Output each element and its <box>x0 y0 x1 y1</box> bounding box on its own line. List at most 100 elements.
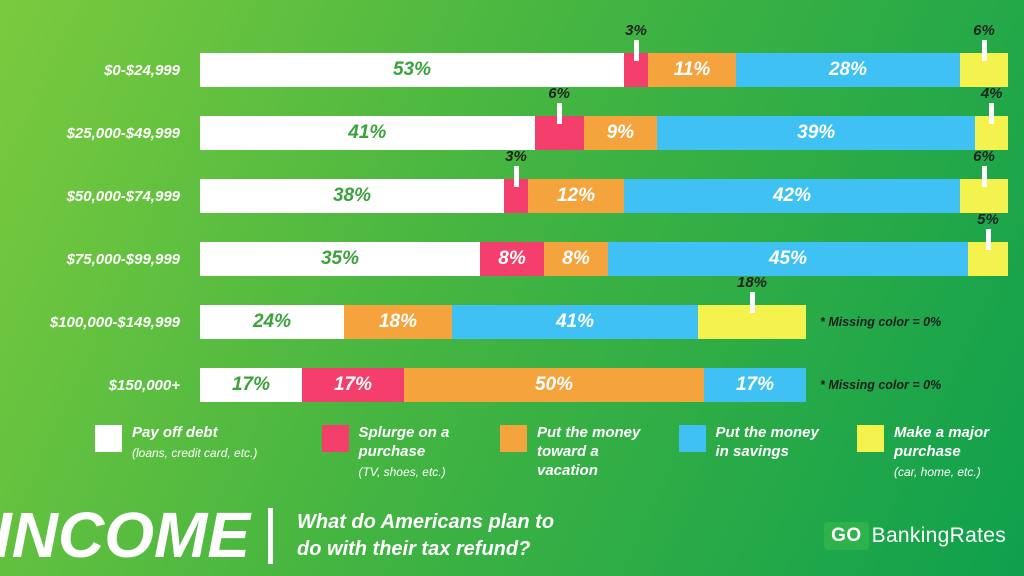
gobankingrates-logo: GO BankingRates <box>824 522 1006 550</box>
category-label: $150,000+ <box>108 376 180 394</box>
bar-row: $75,000-$99,999 35% 8% 8% 45% 5% <box>0 211 1024 276</box>
callout-tick <box>556 103 562 124</box>
segment-value-label: 41% <box>348 122 387 143</box>
legend-swatch <box>678 425 706 452</box>
bar-area: 35% 8% 8% 45% 5% <box>200 211 1024 276</box>
segment-value-label: 3% <box>505 148 527 165</box>
callout-tick <box>985 229 991 250</box>
callout-tick <box>633 40 639 61</box>
segment-value-label: 17% <box>333 374 373 395</box>
logo-go-badge: GO <box>824 522 869 550</box>
legend: Pay off debt (loans, credit card, etc.) Sp… <box>95 424 998 480</box>
segment-value-label: 41% <box>555 311 595 332</box>
bar-segment-vacation: 50% <box>404 368 704 402</box>
missing-color-note: * Missing color = 0% <box>820 378 942 392</box>
bar-row: $0-$24,999 53% 3% 11% 28% 6% <box>0 22 1024 87</box>
segment-value-label: 5% <box>977 211 999 228</box>
question-line-2: do with their tax refund? <box>297 538 531 560</box>
segment-value-label: 35% <box>320 248 360 269</box>
tax-refund-chart: $0-$24,999 53% 3% 11% 28% 6% $25,000-$49,999 41… <box>0 22 1024 402</box>
segment-value-label: 6% <box>973 22 995 39</box>
legend-text: Splurge on a purchase (TV, shoes, etc.) <box>359 424 463 480</box>
stacked-bar: 38% 3% 12% 42% 6% <box>200 148 1008 213</box>
bar-segment-splurge: 8% <box>480 242 544 276</box>
bar-segment-savings: 45% <box>608 242 968 276</box>
chart-rows: $0-$24,999 53% 3% 11% 28% 6% $25,000-$49,999 41… <box>0 22 1024 402</box>
category-label: $100,000-$149,999 <box>49 313 180 331</box>
segment-value-label: 6% <box>973 148 995 165</box>
legend-title: Put the money toward a vacation <box>537 424 641 479</box>
segment-value-label: 38% <box>332 185 372 206</box>
callout-tick <box>749 292 755 313</box>
bar-row: $50,000-$74,999 38% 3% 12% 42% 6% <box>0 148 1024 213</box>
segment-value-label: 18% <box>736 274 768 291</box>
segment-value-label: 11% <box>673 59 711 80</box>
stacked-bar: 53% 3% 11% 28% 6% <box>200 22 1008 87</box>
legend-subtitle: (loans, credit card, etc.) <box>132 445 258 460</box>
legend-item: Pay off debt (loans, credit card, etc.) <box>95 424 284 480</box>
legend-text: Make a major purchase (car, home, etc.) <box>894 424 998 480</box>
segment-value-label: 50% <box>534 374 574 395</box>
legend-title: Splurge on a purchase <box>358 424 450 460</box>
category-label: $75,000-$99,999 <box>66 250 180 268</box>
bar-row: $150,000+ 17% 17% 50% 17% * Missing color = 0… <box>0 339 1024 402</box>
legend-subtitle: (car, home, etc.) <box>894 464 981 479</box>
segment-value-label: 6% <box>548 85 570 102</box>
category-label: $50,000-$74,999 <box>66 187 180 205</box>
bar-area: 24% 18% 41% 18% * Missing color = 0% <box>200 274 1024 339</box>
question-line-1: What do Americans plan to <box>297 511 555 533</box>
bar-segment-savings: 41% <box>452 305 698 339</box>
segment-value-label: 4% <box>980 85 1003 102</box>
segment-value-label: 17% <box>735 374 775 395</box>
bar-segment-vacation: 8% <box>544 242 608 276</box>
stacked-bar: 24% 18% 41% 18% <box>200 274 806 339</box>
bar-segment-splurge: 6% <box>534 85 584 150</box>
category-label: $0-$24,999 <box>104 61 180 79</box>
segment-value-label: 18% <box>378 311 418 332</box>
legend-item: Put the money toward a vacation <box>500 424 641 480</box>
callout-tick <box>981 166 987 187</box>
segment-value-label: 24% <box>252 311 292 332</box>
category-label: $25,000-$49,999 <box>66 124 180 142</box>
bar-segment-debt: 17% <box>200 368 302 402</box>
bar-segment-debt: 38% <box>200 179 504 213</box>
bar-segment-savings: 17% <box>704 368 806 402</box>
bar-area: 53% 3% 11% 28% 6% <box>200 22 1024 87</box>
bar-segment-major: 18% <box>698 274 806 339</box>
legend-swatch <box>500 425 527 452</box>
bar-segment-vacation: 12% <box>528 179 624 213</box>
segment-value-label: 53% <box>392 59 432 80</box>
segment-value-label: 12% <box>556 185 596 206</box>
logo-text: BankingRates <box>871 524 1006 547</box>
segment-value-label: 3% <box>625 22 647 39</box>
legend-text: Pay off debt (loans, credit card, etc.) <box>132 424 284 480</box>
bar-segment-major: 4% <box>975 85 1008 150</box>
page-title: INCOME <box>0 499 250 572</box>
bar-segment-debt: 53% <box>200 53 624 87</box>
footer-divider <box>268 508 273 564</box>
segment-value-label: 28% <box>828 59 868 80</box>
segment-value-label: 42% <box>772 185 812 206</box>
callout-tick <box>989 103 995 124</box>
bar-segment-splurge: 3% <box>624 22 648 87</box>
legend-item: Put the money in savings <box>678 424 820 480</box>
legend-title: Make a major purchase <box>894 424 990 460</box>
bar-segment-vacation: 9% <box>583 116 658 150</box>
bar-segment-debt: 41% <box>200 116 535 150</box>
segment-value-label: 17% <box>231 374 271 395</box>
stacked-bar: 35% 8% 8% 45% 5% <box>200 211 1008 276</box>
bar-segment-major: 5% <box>968 211 1008 276</box>
callout-tick <box>981 40 987 61</box>
bar-segment-debt: 24% <box>200 305 344 339</box>
legend-swatch <box>857 425 884 452</box>
bar-segment-savings: 39% <box>657 116 976 150</box>
legend-title: Pay off debt <box>132 424 218 441</box>
bar-area: 38% 3% 12% 42% 6% <box>200 148 1024 213</box>
legend-title: Put the money in savings <box>715 424 819 460</box>
bar-segment-debt: 35% <box>200 242 480 276</box>
legend-item: Make a major purchase (car, home, etc.) <box>857 424 998 480</box>
bar-area: 41% 6% 9% 39% 4% <box>200 85 1024 150</box>
bar-segment-major: 6% <box>960 22 1008 87</box>
stacked-bar: 17% 17% 50% 17% <box>200 368 806 402</box>
bar-segment-splurge: 17% <box>302 368 404 402</box>
